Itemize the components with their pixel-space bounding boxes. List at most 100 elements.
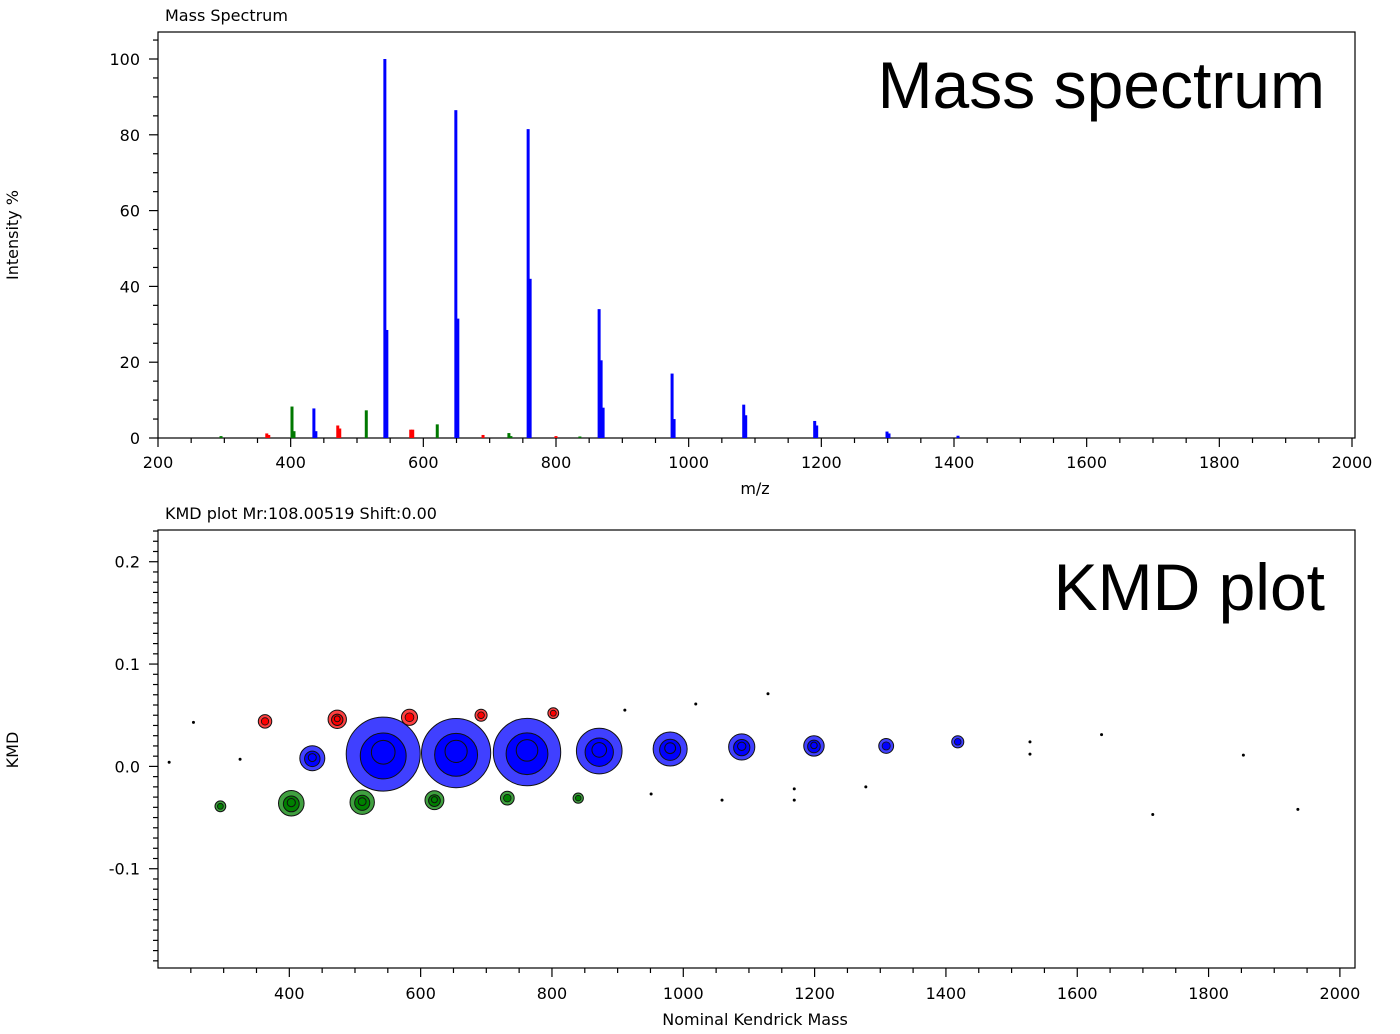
spectrum-peak [481, 434, 485, 438]
x-tick-label: 400 [275, 453, 306, 472]
kmd-bubble-core [664, 742, 677, 755]
x-tick-label: 1600 [1057, 984, 1098, 1003]
kmd-bubble-core [477, 711, 485, 719]
spectrum-peak [290, 406, 294, 438]
spectrum-peak [265, 433, 269, 438]
x-tick-label: 2000 [1320, 984, 1361, 1003]
spectrum-peak [744, 415, 748, 438]
kmd-bubble-core [810, 741, 818, 750]
kmd-bubble [420, 717, 492, 789]
kmd-point-minor [1296, 807, 1300, 811]
spectrum-peak [338, 428, 342, 438]
y-tick-label: 0 [130, 429, 140, 448]
kmd-plot-panel: KMD plot Mr:108.00519 Shift:0.00 Nominal… [3, 504, 1360, 1029]
kmd-point-minor [694, 702, 698, 706]
spectrum-peak [670, 373, 674, 438]
kmd-point-minor [1028, 752, 1032, 756]
kmd-bubble-core [574, 794, 582, 802]
spectrum-peak [267, 434, 271, 438]
x-tick-label: 800 [541, 453, 572, 472]
kmd-plot-frame [157, 529, 1356, 969]
kmd-bubble [951, 735, 965, 749]
spectrum-peak [292, 431, 296, 438]
kmd-bubble [345, 716, 421, 792]
kmd-point-minor [238, 757, 242, 761]
x-tick-label: 1800 [1199, 453, 1240, 472]
kmd-bubble [299, 745, 326, 772]
kmd-x-axis-label: Nominal Kendrick Mass [662, 1010, 848, 1029]
kmd-bubble [575, 727, 623, 775]
kmd-point-minor [1151, 812, 1155, 816]
kmd-bubble [474, 708, 488, 722]
x-tick-label: 600 [405, 984, 436, 1003]
spectrum-peak [956, 435, 960, 438]
kmd-bubble [803, 735, 825, 757]
spectrum-peak [526, 129, 530, 439]
kmd-panel-title: KMD plot Mr:108.00519 Shift:0.00 [165, 504, 437, 523]
spectrum-peak [509, 436, 513, 438]
kmd-bubble-core [370, 739, 396, 765]
kmd-point-minor [766, 692, 770, 696]
spectrum-peak [385, 329, 389, 438]
spectrum-peak [411, 429, 415, 438]
kmd-bubble-core [954, 738, 962, 746]
kmd-overlay-label: KMD plot [1054, 550, 1325, 624]
kmd-bubble-core [549, 709, 557, 717]
spectrum-peak [554, 436, 558, 438]
spectrum-peak [219, 436, 223, 438]
y-tick-label: -0.1 [109, 860, 140, 879]
kmd-point-minor [864, 785, 868, 789]
kmd-bubble-core [286, 798, 296, 808]
x-tick-label: 200 [143, 453, 174, 472]
kmd-point-minor [720, 798, 724, 802]
spectrum-plot-frame [157, 31, 1356, 439]
spectrum-panel-title: Mass Spectrum [165, 6, 288, 25]
x-tick-label: 1800 [1188, 984, 1229, 1003]
kmd-bubble-core [307, 753, 317, 763]
kmd-point-minor [167, 760, 171, 764]
y-tick-label: 0.0 [115, 757, 140, 776]
kmd-point-minor [1028, 740, 1032, 744]
kmd-bubble [214, 800, 227, 813]
kmd-bubble [349, 789, 375, 815]
y-tick-label: 0.2 [115, 553, 140, 572]
kmd-bubble [547, 707, 560, 720]
spectrum-peak [813, 420, 817, 438]
y-tick-label: 100 [109, 50, 140, 69]
x-tick-label: 1400 [934, 453, 975, 472]
spectrum-peak [599, 360, 603, 438]
kmd-bubble [572, 792, 584, 804]
y-tick-label: 20 [120, 353, 140, 372]
spectrum-peak [601, 407, 605, 438]
x-tick-label: 800 [537, 984, 568, 1003]
spectrum-peak [409, 429, 413, 438]
kmd-bubble [327, 709, 347, 729]
kmd-point-minor [792, 787, 796, 791]
spectrum-peak [435, 424, 439, 438]
kmd-point-minor [792, 798, 796, 802]
x-tick-label: 2000 [1332, 453, 1373, 472]
x-tick-label: 1600 [1066, 453, 1107, 472]
kmd-bubble [652, 731, 688, 767]
kmd-bubble-core [503, 793, 512, 803]
kmd-point-minor [649, 792, 653, 796]
spectrum-y-axis-label: Intensity % [3, 190, 22, 280]
spectrum-overlay-label: Mass spectrum [878, 48, 1325, 122]
kmd-bubble-core [357, 797, 367, 807]
spectrum-peak [597, 309, 601, 438]
kmd-bubble-core [881, 741, 891, 751]
x-tick-label: 1000 [663, 984, 704, 1003]
spectrum-peak [314, 431, 318, 438]
x-tick-label: 400 [274, 984, 305, 1003]
kmd-bubble-core [333, 715, 341, 723]
kmd-point-minor [1241, 753, 1245, 757]
kmd-bubble-core [591, 742, 608, 758]
x-tick-label: 1200 [794, 984, 835, 1003]
spectrum-peak [336, 425, 340, 438]
kmd-point-minor [1100, 733, 1104, 737]
y-tick-label: 60 [120, 202, 140, 221]
x-tick-label: 1400 [926, 984, 967, 1003]
kmd-bubble [424, 790, 445, 811]
spectrum-peak [578, 436, 582, 438]
